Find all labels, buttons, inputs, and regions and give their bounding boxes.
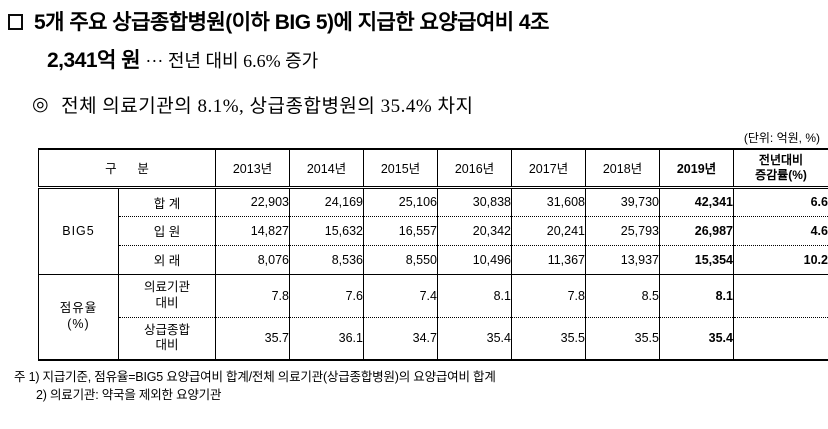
cell-value-2019: 8.1 xyxy=(659,273,734,317)
document-page: 5개 주요 상급종합병원(이하 BIG 5)에 지급한 요양급여비 4조 2,3… xyxy=(8,10,828,404)
title-line-1: 5개 주요 상급종합병원(이하 BIG 5)에 지급한 요양급여비 4조 xyxy=(8,10,826,36)
header-cell-year: 2014년 xyxy=(289,149,364,189)
cell-value-2019: 42,341 xyxy=(659,187,734,216)
row-label: 상급종합 대비 xyxy=(118,316,216,360)
cell-value: 31,608 xyxy=(511,187,586,216)
cell-value: 20,241 xyxy=(511,215,586,245)
header-cell-year: 2018년 xyxy=(585,149,660,189)
cell-yoy: 10.2 xyxy=(733,244,828,274)
cell-value-2019: 35.4 xyxy=(659,316,734,360)
title-amount: 2,341억 원 xyxy=(47,49,141,72)
cell-yoy-empty xyxy=(733,273,828,317)
footnote-1: 주 1) 지급기준, 점유율=BIG5 요양급여비 합계/전체 의료기관(상급종… xyxy=(14,370,496,384)
cell-value: 11,367 xyxy=(511,244,586,274)
header-cell-year: 2015년 xyxy=(363,149,438,189)
cell-value: 34.7 xyxy=(363,316,438,360)
table-row: 점유율 (%) 의료기관 대비 7.8 7.6 7.4 8.1 7.8 8.5 … xyxy=(38,273,828,360)
cell-value: 7.4 xyxy=(363,273,438,317)
cell-value: 8.5 xyxy=(585,273,660,317)
cell-value: 35.5 xyxy=(511,316,586,360)
cell-value: 24,169 xyxy=(289,187,364,216)
cell-value: 14,827 xyxy=(215,215,290,245)
cell-yoy: 6.6 xyxy=(733,187,828,216)
group-share: 점유율 (%) 의료기관 대비 7.8 7.6 7.4 8.1 7.8 8.5 … xyxy=(38,273,828,360)
header-cell-year: 2016년 xyxy=(437,149,512,189)
cell-value: 13,937 xyxy=(585,244,660,274)
title-yoy-note: ··· 전년 대비 6.6% 증가 xyxy=(145,51,319,71)
cell-value: 8.1 xyxy=(437,273,512,317)
cell-value: 7.8 xyxy=(215,273,290,317)
subtitle-text: 전체 의료기관의 8.1%, 상급종합병원의 35.4% 차지 xyxy=(61,96,474,117)
data-table: 구 분 2013년 2014년 2015년 2016년 2017년 2018년 … xyxy=(38,148,828,361)
cell-value: 25,793 xyxy=(585,215,660,245)
title-block: 5개 주요 상급종합병원(이하 BIG 5)에 지급한 요양급여비 4조 2,3… xyxy=(8,10,826,74)
group-label-big5: BIG5 xyxy=(38,187,119,274)
cell-value: 39,730 xyxy=(585,187,660,216)
cell-value: 35.7 xyxy=(215,316,290,360)
cell-value: 16,557 xyxy=(363,215,438,245)
subtitle: ◎ 전체 의료기관의 8.1%, 상급종합병원의 35.4% 차지 xyxy=(32,91,826,118)
cell-value: 7.6 xyxy=(289,273,364,317)
header-cell-year-2019: 2019년 xyxy=(659,149,734,189)
group-big5: BIG5 합 계 22,903 24,169 25,106 30,838 31,… xyxy=(38,187,828,274)
footnote-2: 2) 의료기관: 약국을 제외한 요양기관 xyxy=(36,388,222,403)
cell-value: 8,076 xyxy=(215,244,290,274)
header-cell-year: 2017년 xyxy=(511,149,586,189)
title-line-2: 2,341억 원 ··· 전년 대비 6.6% 증가 xyxy=(47,48,826,74)
double-circle-marker-icon: ◎ xyxy=(32,94,50,115)
row-label: 입 원 xyxy=(118,215,216,245)
cell-value: 10,496 xyxy=(437,244,512,274)
header-row: 구 분 2013년 2014년 2015년 2016년 2017년 2018년 … xyxy=(38,149,828,189)
cell-value: 7.8 xyxy=(511,273,586,317)
header-cell-year: 2013년 xyxy=(215,149,290,189)
cell-value-2019: 26,987 xyxy=(659,215,734,245)
header-cell-gubun: 구 분 xyxy=(38,149,216,189)
title-text: 5개 주요 상급종합병원(이하 BIG 5)에 지급한 요양급여비 4조 xyxy=(34,11,549,34)
table-row: 상급종합 대비 35.7 36.1 34.7 35.4 35.5 35.5 35… xyxy=(39,316,828,360)
table-row: 외 래 8,076 8,536 8,550 10,496 11,367 13,9… xyxy=(39,244,828,274)
cell-value: 20,342 xyxy=(437,215,512,245)
header-cell-yoy: 전년대비 증감률(%) xyxy=(733,149,828,189)
cell-yoy: 4.6 xyxy=(733,215,828,245)
cell-value: 30,838 xyxy=(437,187,512,216)
row-label: 외 래 xyxy=(118,244,216,274)
cell-value: 8,550 xyxy=(363,244,438,274)
cell-value-2019: 15,354 xyxy=(659,244,734,274)
table-row: 입 원 14,827 15,632 16,557 20,342 20,241 2… xyxy=(39,215,828,245)
row-label: 의료기관 대비 xyxy=(118,273,216,317)
checkbox-bullet-icon xyxy=(8,14,23,30)
table-row: BIG5 합 계 22,903 24,169 25,106 30,838 31,… xyxy=(38,187,828,274)
cell-value: 15,632 xyxy=(289,215,364,245)
unit-label: (단위: 억원, %) xyxy=(743,131,820,145)
cell-value: 25,106 xyxy=(363,187,438,216)
cell-value: 35.5 xyxy=(585,316,660,360)
cell-value: 35.4 xyxy=(437,316,512,360)
footnotes: 주 1) 지급기준, 점유율=BIG5 요양급여비 합계/전체 의료기관(상급종… xyxy=(14,368,826,404)
cell-value: 22,903 xyxy=(215,187,290,216)
row-label: 합 계 xyxy=(118,187,216,216)
table-header: 구 분 2013년 2014년 2015년 2016년 2017년 2018년 … xyxy=(38,149,828,189)
cell-value: 8,536 xyxy=(289,244,364,274)
cell-value: 36.1 xyxy=(289,316,364,360)
group-label-share: 점유율 (%) xyxy=(38,273,119,360)
cell-yoy-empty xyxy=(733,316,828,360)
